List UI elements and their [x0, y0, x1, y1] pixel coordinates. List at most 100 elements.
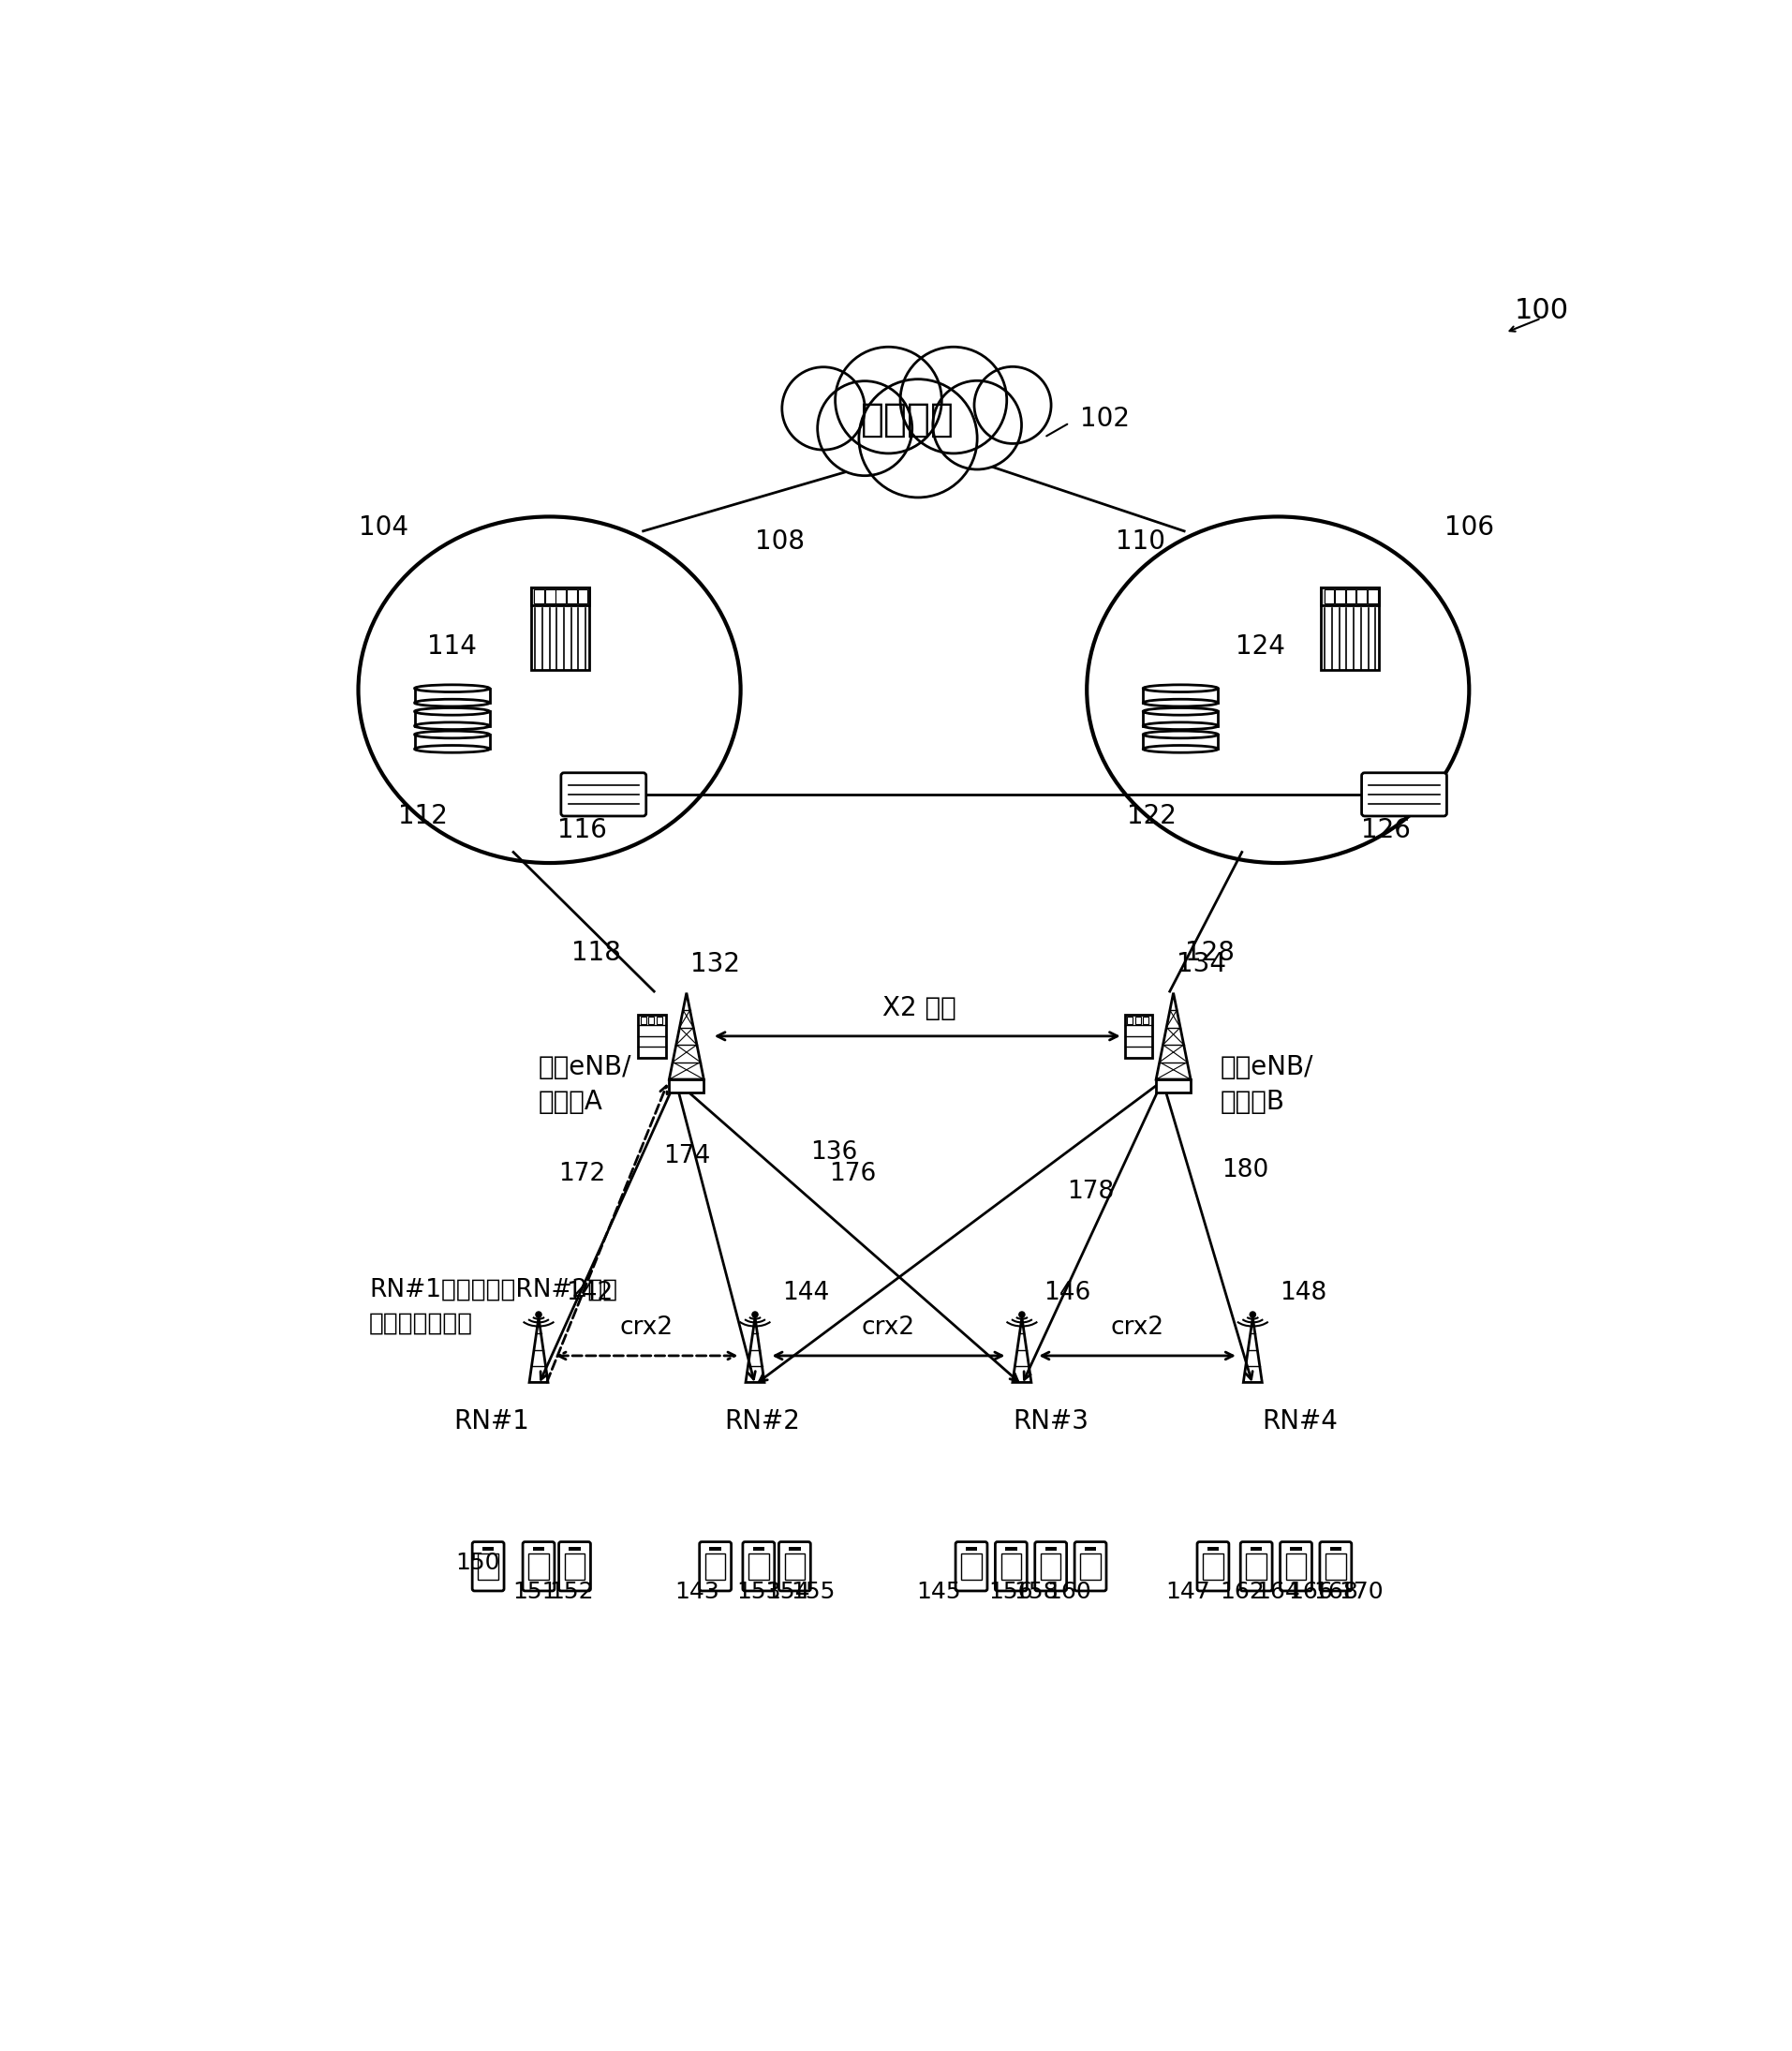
FancyBboxPatch shape — [995, 1542, 1027, 1592]
Bar — [1143, 734, 1219, 749]
Text: RN#2: RN#2 — [724, 1409, 799, 1436]
Bar — [1321, 587, 1380, 671]
Bar — [1045, 1546, 1057, 1551]
Bar — [529, 1553, 548, 1579]
Bar — [482, 1546, 495, 1551]
Bar — [1005, 1546, 1016, 1551]
FancyBboxPatch shape — [1362, 773, 1446, 816]
Text: 150: 150 — [455, 1551, 500, 1573]
Bar — [1143, 712, 1219, 726]
Ellipse shape — [1143, 685, 1219, 691]
Circle shape — [975, 367, 1052, 443]
Bar — [414, 712, 489, 726]
Text: 145: 145 — [918, 1581, 961, 1604]
Circle shape — [934, 381, 1021, 470]
Text: 外部网络: 外部网络 — [860, 400, 953, 439]
Bar — [534, 589, 545, 603]
Text: 178: 178 — [1066, 1179, 1115, 1204]
Text: 176: 176 — [830, 1161, 876, 1185]
Bar — [1290, 1546, 1301, 1551]
Text: 126: 126 — [1362, 816, 1410, 843]
Circle shape — [900, 347, 1007, 453]
Ellipse shape — [1143, 722, 1219, 730]
Text: 164: 164 — [1256, 1581, 1301, 1604]
Text: 134: 134 — [1177, 950, 1228, 976]
Bar — [478, 1553, 498, 1579]
FancyBboxPatch shape — [1036, 1542, 1066, 1592]
FancyBboxPatch shape — [1279, 1542, 1312, 1592]
Ellipse shape — [414, 708, 489, 716]
Bar — [649, 1017, 654, 1023]
Bar — [640, 1017, 647, 1023]
Bar — [1367, 589, 1378, 603]
Text: 156: 156 — [989, 1581, 1034, 1604]
Bar — [656, 1017, 661, 1023]
Bar — [1335, 589, 1346, 603]
Text: 170: 170 — [1339, 1581, 1383, 1604]
Circle shape — [835, 347, 943, 453]
Text: 施主eNB/
运营商A: 施主eNB/ 运营商A — [539, 1054, 633, 1116]
Bar — [532, 587, 590, 671]
Text: 142: 142 — [566, 1280, 613, 1304]
Bar — [532, 1546, 545, 1551]
Bar — [1143, 1017, 1149, 1023]
Circle shape — [753, 1313, 758, 1317]
Bar — [577, 589, 588, 603]
Bar — [1357, 589, 1367, 603]
FancyBboxPatch shape — [473, 1542, 504, 1592]
Bar — [785, 1553, 805, 1579]
Ellipse shape — [414, 730, 489, 738]
Ellipse shape — [1143, 745, 1219, 753]
FancyBboxPatch shape — [559, 1542, 591, 1592]
Text: 112: 112 — [398, 802, 448, 829]
Text: 128: 128 — [1185, 939, 1235, 966]
Text: 144: 144 — [783, 1280, 830, 1304]
Bar — [1208, 1546, 1219, 1551]
Ellipse shape — [1086, 517, 1469, 863]
Bar — [568, 1546, 581, 1551]
Bar — [1251, 1546, 1262, 1551]
Bar — [966, 1546, 977, 1551]
FancyBboxPatch shape — [780, 1542, 810, 1592]
Text: 104: 104 — [358, 515, 409, 539]
Text: 151: 151 — [513, 1581, 557, 1604]
Text: 102: 102 — [1081, 406, 1131, 433]
Circle shape — [817, 381, 912, 476]
Text: 154: 154 — [765, 1581, 810, 1604]
Text: crx2: crx2 — [862, 1315, 916, 1339]
Bar — [788, 1546, 801, 1551]
Bar — [564, 1553, 584, 1579]
Text: 158: 158 — [1014, 1581, 1059, 1604]
Bar — [961, 1553, 982, 1579]
Ellipse shape — [1143, 730, 1219, 738]
Bar — [1081, 1553, 1100, 1579]
Text: 147: 147 — [1165, 1581, 1210, 1604]
Ellipse shape — [358, 517, 740, 863]
Ellipse shape — [414, 699, 489, 706]
Text: RN#3: RN#3 — [1012, 1409, 1090, 1436]
Bar — [556, 589, 566, 603]
Text: 118: 118 — [572, 939, 622, 966]
Ellipse shape — [414, 722, 489, 730]
Bar — [1143, 689, 1219, 703]
FancyBboxPatch shape — [699, 1542, 731, 1592]
Bar — [1346, 589, 1357, 603]
Text: 148: 148 — [1279, 1280, 1328, 1304]
FancyBboxPatch shape — [561, 773, 647, 816]
Text: 155: 155 — [790, 1581, 835, 1604]
Ellipse shape — [414, 685, 489, 691]
Text: X2 接口: X2 接口 — [882, 995, 955, 1021]
Text: 168: 168 — [1314, 1581, 1358, 1604]
Bar — [638, 1015, 665, 1058]
Bar — [1324, 589, 1335, 603]
Circle shape — [1249, 1313, 1256, 1317]
Ellipse shape — [414, 745, 489, 753]
Bar — [1156, 1079, 1190, 1093]
Text: 132: 132 — [690, 950, 740, 976]
Bar — [1287, 1553, 1306, 1579]
FancyBboxPatch shape — [523, 1542, 554, 1592]
Text: 施主eNB/
运营商B: 施主eNB/ 运营商B — [1220, 1054, 1314, 1116]
Bar — [710, 1546, 720, 1551]
Text: 174: 174 — [663, 1144, 710, 1167]
Text: 108: 108 — [756, 529, 805, 554]
